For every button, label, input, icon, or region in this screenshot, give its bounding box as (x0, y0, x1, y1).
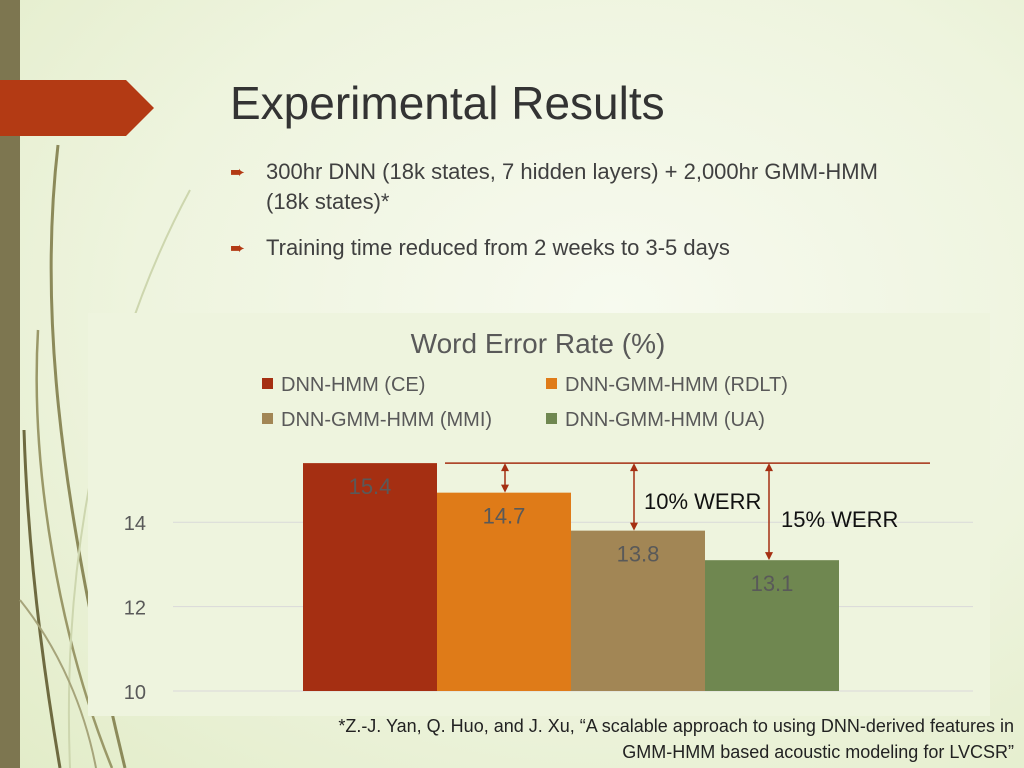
citation-footnote: *Z.-J. Yan, Q. Huo, and J. Xu, “A scalab… (338, 716, 1014, 762)
y-tick-label: 14 (124, 513, 146, 535)
legend-swatch (546, 378, 557, 389)
y-tick-label: 12 (124, 598, 146, 620)
arrow-15-werr-head-up (765, 463, 773, 472)
title-arrow-tab (0, 80, 154, 136)
arrow-15-werr-head-down (765, 552, 773, 561)
bullet-arrow-icon: ➨ (230, 238, 246, 258)
data-label: 15.4 (349, 474, 392, 499)
legend-label: DNN-HMM (CE) (281, 374, 425, 396)
y-tick-label: 10 (124, 682, 146, 704)
chart-title: Word Error Rate (%) (411, 328, 666, 359)
data-label: 13.8 (617, 542, 660, 567)
word-error-rate-chart: Word Error Rate (%) DNN-HMM (CE) DNN-GMM-H… (124, 328, 973, 704)
bar (437, 492, 571, 691)
arrow-10-werr-head-down (630, 522, 638, 531)
arrow-10-werr-head-up (630, 463, 638, 472)
arrow-ce-rdlt-head-up (501, 463, 509, 472)
bar (303, 463, 437, 691)
bar (705, 560, 839, 691)
annotation-15-werr: 15% WERR (781, 507, 898, 532)
chart-panel: Word Error Rate (%) DNN-HMM (CE) DNN-GMM-H… (88, 313, 990, 716)
annotation-10-werr: 10% WERR (644, 489, 761, 514)
arrow-ce-rdlt-head-down (501, 484, 509, 493)
slide-title: Experimental Results (230, 77, 665, 129)
legend-swatch (262, 413, 273, 424)
data-label: 13.1 (751, 571, 794, 596)
bullet-text: 300hr DNN (18k states, 7 hidden layers) … (266, 159, 878, 214)
legend-swatch (262, 378, 273, 389)
legend-label: DNN-GMM-HMM (MMI) (281, 409, 492, 431)
legend-swatch (546, 413, 557, 424)
bullet-item-training-time: ➨ Training time reduced from 2 weeks to … (230, 233, 930, 265)
legend-label: DNN-GMM-HMM (RDLT) (565, 374, 788, 396)
bullet-item-dnn-setup: ➨ 300hr DNN (18k states, 7 hidden layers… (230, 157, 930, 221)
data-label: 14.7 (483, 504, 526, 529)
legend-label: DNN-GMM-HMM (UA) (565, 409, 765, 431)
decorative-side-bar (0, 0, 20, 768)
bullet-text: Training time reduced from 2 weeks to 3-… (266, 235, 730, 260)
bullet-arrow-icon: ➨ (230, 162, 246, 182)
bar (571, 530, 705, 691)
